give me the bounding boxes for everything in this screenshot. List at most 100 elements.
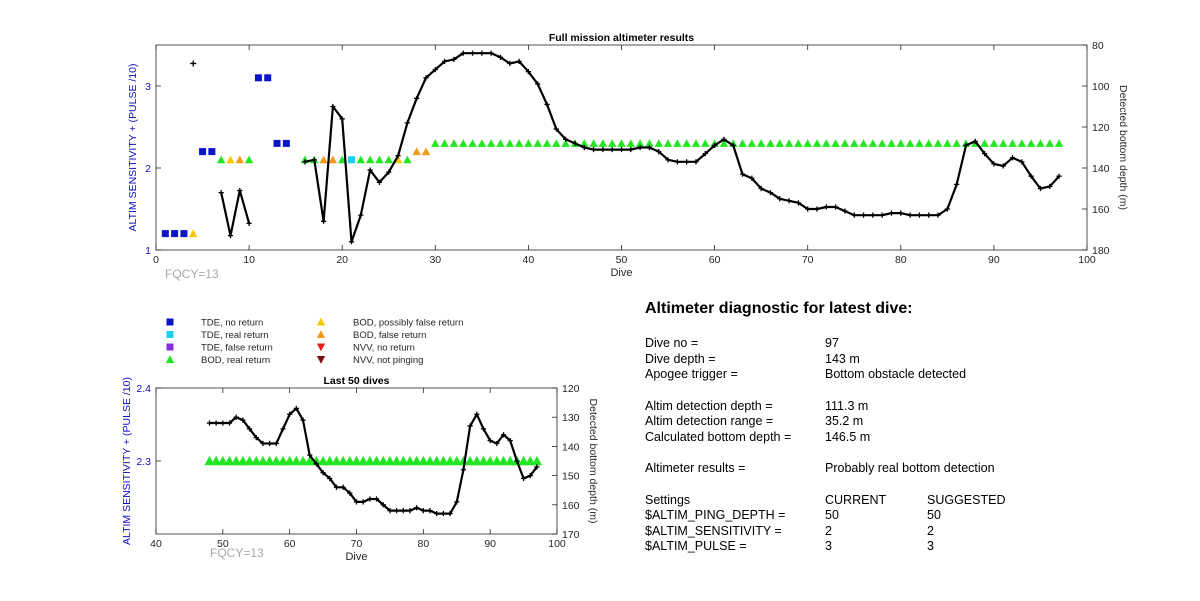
depth-point xyxy=(220,420,226,426)
legend-label: TDE, no return xyxy=(201,318,263,329)
y-left-tick-label: 2.4 xyxy=(136,383,151,395)
depth-point xyxy=(500,432,507,438)
depth-point xyxy=(795,200,801,206)
depth-point xyxy=(432,67,438,73)
data-marker-bod-real-return xyxy=(244,155,254,164)
depth-point xyxy=(320,218,327,224)
last-50-dives-chart: 40 50 60 70 80 90 100 2.3 2.4 120 130 140 150 160 170 L… xyxy=(121,375,599,563)
depth-point xyxy=(227,233,234,239)
data-marker-bod-real-return xyxy=(645,139,654,147)
data-marker-bod-real-return xyxy=(384,155,393,164)
data-marker-bod-real-return xyxy=(552,139,561,147)
chart-title: Last 50 dives xyxy=(324,375,390,387)
depth-point xyxy=(246,426,253,432)
data-marker-bod-real-return xyxy=(440,139,449,147)
depth-point xyxy=(302,159,308,165)
x-tick-label: 100 xyxy=(1078,254,1096,266)
diagnostic-label: Calculated bottom depth = xyxy=(645,429,792,444)
x-tick-label: 0 xyxy=(153,254,159,266)
depth-point xyxy=(497,54,504,60)
bottom-depth-line xyxy=(220,189,251,237)
y-right-tick-label: 170 xyxy=(562,529,580,541)
data-marker-bod-real-return xyxy=(924,139,933,147)
settings-header-suggested: SUGGESTED xyxy=(927,492,1006,507)
legend-label: NVV, not pinging xyxy=(353,355,423,366)
diagnostic-value: 111.3 m xyxy=(825,398,869,413)
data-marker-bod-real-return xyxy=(784,139,794,147)
data-marker-bod-real-return xyxy=(351,455,362,466)
depth-point xyxy=(842,208,848,214)
x-tick-label: 30 xyxy=(429,254,441,266)
depth-point xyxy=(814,206,820,212)
diagnostic-value: 146.5 m xyxy=(825,429,871,444)
depth-point xyxy=(467,423,473,429)
depth-point xyxy=(833,204,839,210)
data-marker-bod-real-return xyxy=(580,139,589,147)
depth-point xyxy=(628,146,634,153)
y-left-tick-label: 2 xyxy=(145,163,151,175)
depth-point xyxy=(935,212,941,218)
depth-point xyxy=(1047,183,1053,190)
data-marker-bod-real-return xyxy=(317,455,329,466)
depth-point xyxy=(739,171,746,177)
depth-point xyxy=(327,475,333,482)
depth-point xyxy=(226,420,233,426)
data-marker-bod-real-return xyxy=(216,155,226,164)
depth-point xyxy=(721,136,727,142)
data-marker-bod-real-return xyxy=(812,139,822,147)
depth-point xyxy=(313,461,319,467)
data-marker-bod-real-return xyxy=(505,139,514,147)
settings-header-label: Settings xyxy=(645,492,691,507)
data-marker-bod-real-return xyxy=(831,139,840,147)
depth-point xyxy=(434,510,440,517)
diagnostic-row-calculated-bottom-depth: Calculated bottom depth = 146.5 m xyxy=(645,430,1165,446)
depth-point xyxy=(1037,185,1044,192)
depth-point xyxy=(423,75,429,81)
depth-point xyxy=(300,417,306,423)
y-right-tick-label: 100 xyxy=(1092,81,1110,93)
settings-row-sensitivity: $ALTIM_SENSITIVITY = 2 2 xyxy=(645,524,1165,540)
settings-suggested: 50 xyxy=(927,508,941,522)
data-marker-bod-real-return xyxy=(211,455,222,466)
data-marker-bod-real-return xyxy=(915,139,924,147)
y-right-tick-label: 130 xyxy=(562,412,580,424)
depth-point xyxy=(684,159,690,165)
data-marker-bod-real-return xyxy=(491,455,502,466)
data-marker-bod-real-return xyxy=(803,139,812,147)
data-marker-bod-real-return xyxy=(626,139,636,147)
depth-point xyxy=(246,220,252,226)
depth-point xyxy=(898,210,904,216)
y-right-axis-label: Detected bottom depth (m) xyxy=(587,399,599,524)
data-marker-bod-real-return xyxy=(364,455,375,466)
diagnostic-value: 143 m xyxy=(825,351,860,366)
depth-point xyxy=(237,187,243,194)
depth-point xyxy=(646,144,653,151)
depth-point xyxy=(777,196,783,202)
spacer xyxy=(645,477,1165,493)
data-marker-tde-no-return xyxy=(264,74,272,82)
depth-point xyxy=(407,508,413,514)
data-marker-bod-possibly-false xyxy=(226,155,235,164)
data-marker-bod-real-return xyxy=(719,139,729,147)
depth-point xyxy=(380,502,386,508)
data-marker-bod-real-return xyxy=(431,139,440,147)
depth-point xyxy=(253,435,259,441)
data-marker-bod-false xyxy=(421,147,431,156)
data-marker-tde-real-return xyxy=(348,156,356,164)
depth-point xyxy=(451,56,457,62)
x-tick-label: 90 xyxy=(988,254,1000,266)
depth-point xyxy=(373,496,380,502)
data-marker-bod-real-return xyxy=(468,139,477,147)
depth-point xyxy=(267,440,273,447)
data-marker-bod-real-return xyxy=(244,455,255,466)
data-marker-bod-real-return xyxy=(598,139,608,147)
depth-point xyxy=(600,146,606,153)
depth-point xyxy=(233,414,239,420)
depth-point xyxy=(520,475,527,482)
data-marker-bod-real-return xyxy=(999,139,1008,147)
data-marker-bod-real-return xyxy=(444,455,456,466)
data-marker-bod-real-return xyxy=(338,155,347,164)
depth-point xyxy=(507,437,513,444)
depth-point xyxy=(749,175,755,181)
